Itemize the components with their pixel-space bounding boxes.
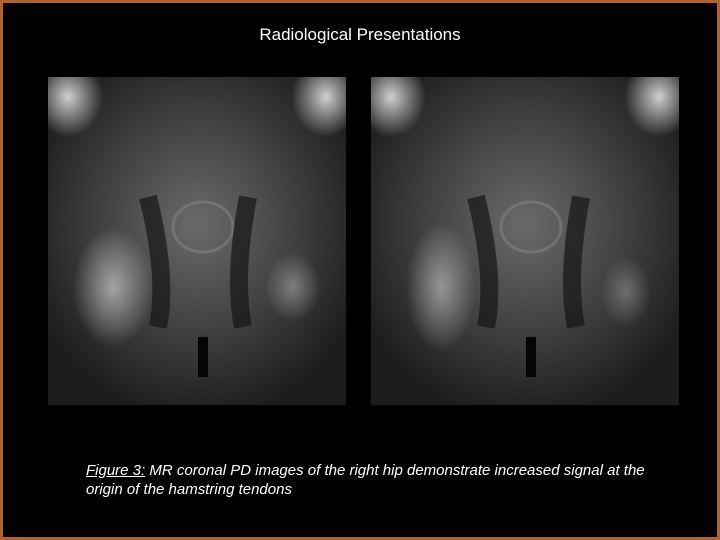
mri-image-left <box>48 77 346 405</box>
mri-image-right <box>371 77 679 405</box>
figure-text: MR coronal PD images of the right hip de… <box>86 462 645 498</box>
figure-caption: Figure 3: MR coronal PD images of the ri… <box>86 461 646 499</box>
slide-title: Radiological Presentations <box>259 25 461 44</box>
figure-label: Figure 3: <box>86 462 146 479</box>
